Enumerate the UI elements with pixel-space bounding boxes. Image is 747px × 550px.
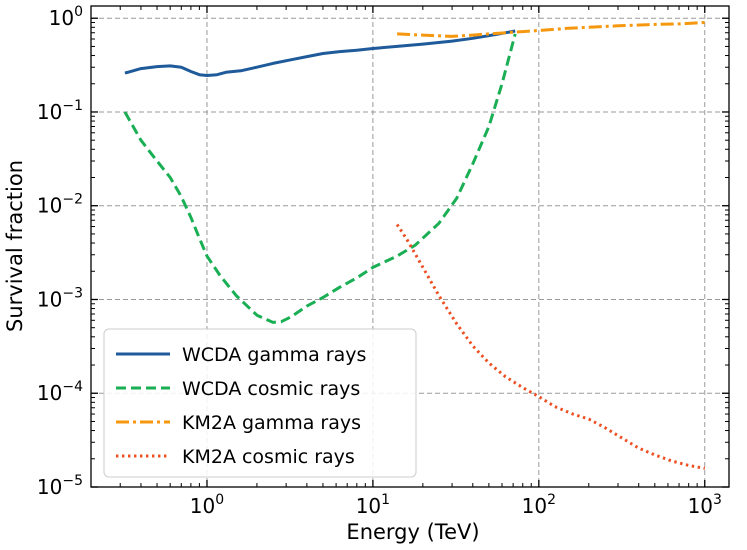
y-tick-label: 10−3 <box>37 285 83 311</box>
y-tick-label: 10−2 <box>37 192 83 218</box>
grid <box>91 6 729 488</box>
legend-label-wcda-gamma-rays: WCDA gamma rays <box>182 344 366 366</box>
x-tick-label: 103 <box>688 492 722 518</box>
legend-label-km2a-cosmic-rays: KM2A cosmic rays <box>182 446 355 468</box>
legend-box <box>103 328 417 478</box>
series-line-km2a-gamma-rays <box>397 21 705 38</box>
y-tick-label: 100 <box>49 4 83 30</box>
x-axis-label: Energy (TeV) <box>346 520 479 544</box>
legend-label-wcda-cosmic-rays: WCDA cosmic rays <box>182 378 360 400</box>
y-tick-label: 10−1 <box>37 98 83 124</box>
y-tick-label: 10−4 <box>37 379 83 405</box>
y-tick-label: 10−5 <box>37 473 83 499</box>
legend-label-km2a-gamma-rays: KM2A gamma rays <box>182 412 361 434</box>
x-tick-label: 100 <box>190 492 224 518</box>
series-lines <box>123 21 706 470</box>
series-line-km2a-cosmic-rays <box>395 223 706 470</box>
series-line-wcda-cosmic-rays <box>123 33 517 324</box>
x-tick-label: 101 <box>356 492 390 518</box>
legend: WCDA gamma rays WCDA cosmic rays KM2A gamm… <box>103 328 417 478</box>
axis-ticks: 100 101 102 103 10−5 10−4 10−3 10−2 10−1 100 <box>37 4 729 518</box>
y-axis-label: Survival fraction <box>3 160 27 332</box>
x-tick-label: 102 <box>522 492 556 518</box>
series-line-wcda-gamma-rays <box>124 29 516 77</box>
plot-frame <box>90 5 730 488</box>
